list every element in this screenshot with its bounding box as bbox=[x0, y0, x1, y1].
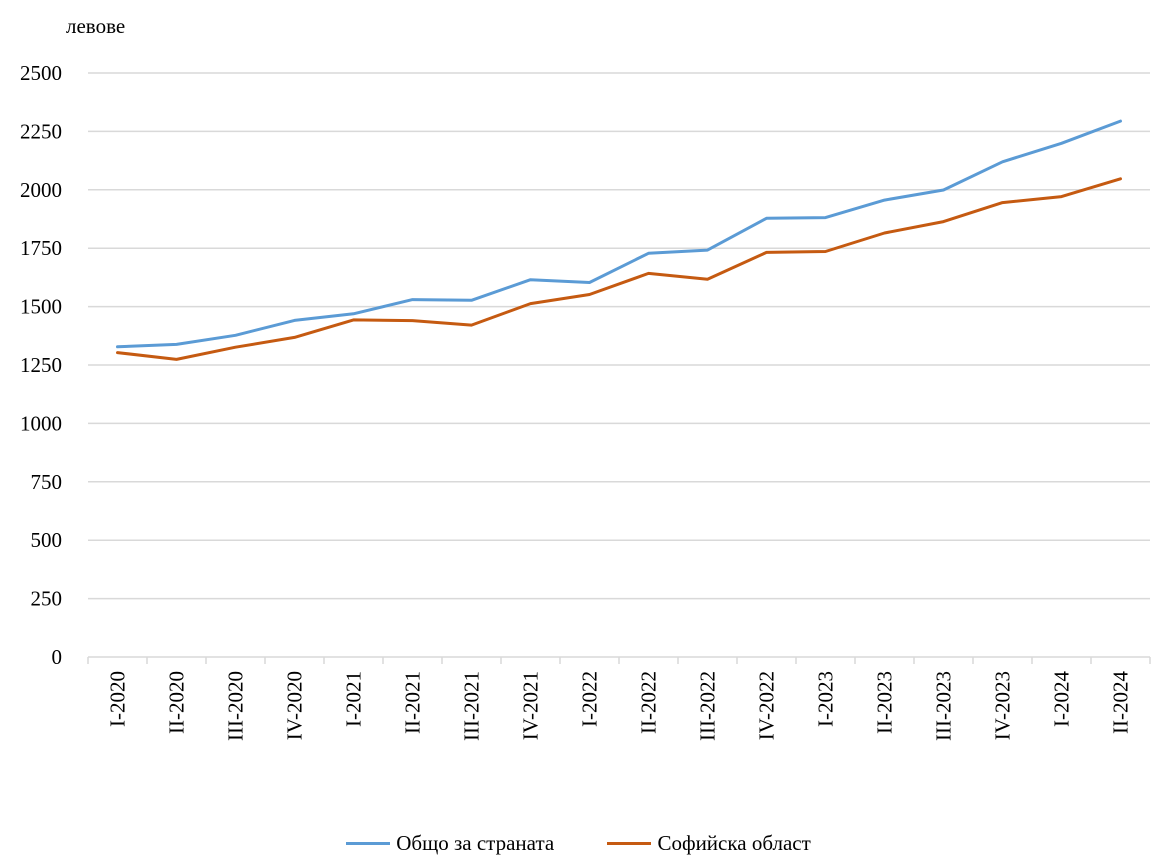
x-tick-label: IV-2023 bbox=[991, 671, 1015, 740]
x-tick-label: IV-2022 bbox=[755, 671, 779, 740]
legend-label-sofia-region: Софийска област bbox=[657, 831, 811, 855]
x-tick-label: III-2020 bbox=[224, 671, 248, 741]
x-tick-label: II-2022 bbox=[637, 671, 661, 734]
x-tick-label: II-2020 bbox=[165, 671, 189, 734]
x-tick-label: III-2021 bbox=[460, 671, 484, 741]
x-tick-label: I-2024 bbox=[1050, 671, 1074, 727]
x-tick-label: III-2022 bbox=[696, 671, 720, 741]
x-axis bbox=[87, 656, 1151, 664]
legend-item-national: Общо за страната bbox=[346, 831, 554, 856]
series-line-1 bbox=[116, 177, 1122, 361]
series-lines bbox=[116, 119, 1122, 361]
x-tick-label: IV-2020 bbox=[283, 671, 307, 740]
legend-label-national: Общо за страната bbox=[396, 831, 555, 855]
legend-swatch-sofia-region bbox=[607, 842, 652, 845]
legend-swatch-national bbox=[346, 842, 391, 845]
x-tick-label: I-2023 bbox=[814, 671, 838, 727]
y-tick-label: 0 bbox=[52, 645, 63, 669]
y-tick-label: 1250 bbox=[20, 353, 62, 377]
y-tick-label: 1750 bbox=[20, 236, 62, 260]
x-tick-label: II-2023 bbox=[873, 671, 897, 734]
y-axis-title: левове bbox=[66, 14, 126, 38]
x-tick-label: II-2024 bbox=[1109, 671, 1133, 734]
y-tick-label: 2250 bbox=[20, 119, 62, 143]
gridlines bbox=[88, 72, 1150, 600]
legend-item-sofia-region: Софийска област bbox=[607, 831, 811, 856]
y-axis-ticks: 0 250 500 750 1000 1250 1500 1750 2000 2250 2500 bbox=[20, 61, 62, 669]
x-tick-label: IV-2021 bbox=[519, 671, 543, 740]
x-axis-ticks: I-2020 II-2020 III-2020 IV-2020 I-2021 II-202… bbox=[106, 671, 1133, 741]
x-tick-label: II-2021 bbox=[401, 671, 425, 734]
x-tick-label: I-2022 bbox=[578, 671, 602, 727]
y-tick-label: 2000 bbox=[20, 178, 62, 202]
y-tick-label: 2500 bbox=[20, 61, 62, 85]
y-tick-label: 500 bbox=[31, 528, 63, 552]
y-tick-label: 250 bbox=[31, 587, 63, 611]
series-line-0 bbox=[116, 119, 1122, 349]
x-tick-label: I-2021 bbox=[342, 671, 366, 727]
legend: Общо за страната Софийска област bbox=[0, 826, 1157, 856]
x-tick-label: III-2023 bbox=[932, 671, 956, 741]
y-tick-label: 1000 bbox=[20, 411, 62, 435]
y-tick-label: 1500 bbox=[20, 295, 62, 319]
y-tick-label: 750 bbox=[31, 470, 63, 494]
x-tick-label: I-2020 bbox=[106, 671, 130, 727]
